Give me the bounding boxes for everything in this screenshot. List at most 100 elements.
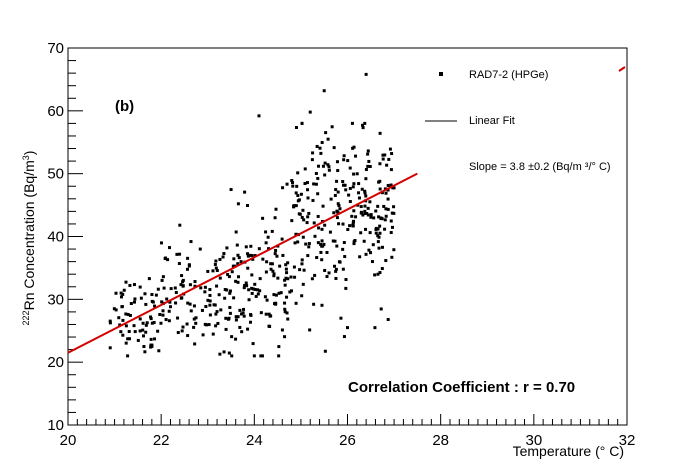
data-point [246, 266, 250, 270]
data-point [251, 257, 255, 261]
data-point [238, 308, 242, 312]
data-point [333, 194, 337, 198]
data-point [296, 171, 300, 175]
data-point [238, 325, 242, 329]
data-point [214, 266, 218, 270]
data-point [268, 324, 272, 328]
data-point [272, 272, 276, 276]
data-point [357, 182, 361, 186]
data-point [365, 211, 369, 215]
data-point [144, 330, 148, 334]
data-point [187, 264, 191, 268]
data-point [226, 317, 230, 321]
data-point [296, 194, 300, 198]
data-point [273, 252, 277, 256]
data-point [257, 114, 261, 118]
data-point [153, 337, 157, 341]
data-point [311, 151, 315, 155]
data-point [218, 276, 222, 280]
data-point [378, 131, 382, 135]
data-point [159, 241, 163, 245]
data-point [264, 241, 268, 245]
data-points [108, 72, 396, 358]
data-point [327, 168, 331, 172]
data-point [208, 288, 212, 292]
data-point [280, 328, 284, 332]
data-point [377, 246, 381, 250]
data-point [321, 204, 325, 208]
data-point [364, 194, 368, 198]
data-point [367, 159, 371, 163]
data-point [259, 354, 263, 358]
data-point [166, 258, 170, 262]
data-point [285, 271, 289, 275]
data-point [386, 318, 390, 322]
data-point [133, 330, 137, 334]
data-point [313, 234, 317, 238]
y-axis-title-prefix: 222 [21, 310, 31, 325]
data-point [274, 302, 278, 306]
data-point [380, 245, 384, 249]
data-point [336, 210, 340, 214]
data-point [246, 252, 250, 256]
y-tick-label: 20 [47, 354, 64, 371]
data-point [263, 295, 267, 299]
data-point [180, 274, 184, 278]
data-point [333, 239, 337, 243]
data-point [136, 338, 140, 342]
data-point [254, 294, 258, 298]
x-tick-label: 26 [339, 432, 356, 449]
data-point [295, 184, 299, 188]
data-point [208, 313, 212, 317]
data-point [278, 264, 282, 268]
legend-label-fit: Linear Fit [469, 115, 515, 127]
data-point [269, 262, 273, 266]
data-point [175, 252, 179, 256]
data-point [294, 301, 298, 305]
data-point [346, 227, 350, 231]
data-point [294, 125, 298, 129]
data-point [246, 327, 250, 331]
data-point [257, 247, 261, 251]
data-point [273, 216, 277, 220]
data-point [283, 278, 287, 282]
data-point [192, 304, 196, 308]
data-point [164, 318, 168, 322]
data-point [236, 315, 240, 319]
data-point [384, 191, 388, 195]
legend-red-mark [618, 66, 626, 72]
data-point [206, 269, 210, 273]
data-point [144, 323, 148, 327]
data-point [342, 241, 346, 245]
data-point [336, 202, 340, 206]
data-point [305, 181, 309, 185]
data-point [337, 204, 341, 208]
data-point [236, 280, 240, 284]
data-point [335, 160, 339, 164]
data-point [279, 291, 283, 295]
data-point [390, 211, 394, 215]
data-point [358, 255, 362, 259]
data-point [283, 283, 287, 287]
data-point [275, 254, 279, 258]
data-point [126, 312, 130, 316]
data-point [316, 192, 320, 196]
data-point [357, 191, 361, 195]
data-point [323, 349, 327, 353]
data-point [379, 216, 383, 220]
data-point [312, 221, 316, 225]
data-point [283, 301, 287, 305]
data-point [308, 328, 312, 332]
data-point [141, 334, 145, 338]
data-point [351, 221, 355, 225]
data-point [360, 187, 364, 191]
data-point [180, 329, 184, 333]
data-point [346, 326, 349, 330]
data-point [367, 248, 371, 252]
data-point [336, 190, 340, 194]
data-point [252, 354, 256, 358]
x-tick-label: 32 [619, 432, 636, 449]
data-point [325, 250, 329, 254]
data-point [363, 191, 367, 195]
data-point [329, 197, 333, 201]
